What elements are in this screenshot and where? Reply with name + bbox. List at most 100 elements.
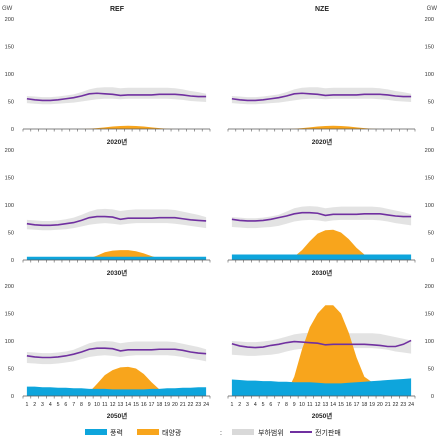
wind-area (26, 256, 207, 260)
load-range-band (26, 87, 207, 105)
y-tick-label: 50 (428, 367, 434, 373)
x-tick-label: 14 (330, 402, 336, 408)
y-tick-label: 50 (428, 231, 434, 237)
legend-wind-swatch (85, 429, 107, 435)
y-tick-label: 200 (425, 148, 434, 154)
y-tick-label: 50 (8, 367, 14, 373)
y-tick-label: 0 (431, 258, 434, 264)
x-tick-label: 4 (254, 402, 257, 408)
y-tick-label: 200 (5, 17, 14, 23)
x-tick-label: 10 (299, 402, 305, 408)
x-tick-label: 9 (88, 402, 91, 408)
solar-area (26, 250, 207, 260)
y-tick-label: 200 (425, 284, 434, 290)
chart-panel: 1 2 3 4 5 6 7 8 9 10 11 12 13 14 15 16 17 18 19 20 21 22 23 240… (5, 284, 211, 408)
x-tick-label: 6 (269, 402, 272, 408)
chart-panel: 0 50 100 150 200 (227, 148, 434, 264)
x-tick-label: 24 (203, 402, 209, 408)
x-tick-label: 3 (246, 402, 249, 408)
y-tick-label: 0 (11, 394, 14, 400)
x-tick-label: 8 (80, 402, 83, 408)
solar-area (26, 125, 207, 129)
y-tick-label: 100 (425, 339, 434, 345)
left-unit-label: GW (2, 6, 13, 12)
chart-panel: 0 50 100 150 200 (227, 17, 434, 133)
y-tick-label: 100 (5, 339, 14, 345)
x-tick-label: 12 (110, 402, 116, 408)
row-title-2030-nze: 2030년 (312, 268, 332, 277)
y-tick-label: 200 (425, 17, 434, 23)
y-tick-label: 100 (425, 203, 434, 209)
row-title-2050-nze: 2050년 (312, 411, 332, 420)
wind-area (231, 378, 412, 396)
x-tick-label: 21 (385, 402, 391, 408)
row-title-2020-nze: 2020년 (312, 137, 332, 146)
y-tick-label: 150 (425, 176, 434, 182)
y-tick-label: 50 (8, 100, 14, 106)
x-tick-label: 6 (64, 402, 67, 408)
x-tick-label: 17 (354, 402, 360, 408)
x-tick-label: 19 (369, 402, 375, 408)
x-tick-label: 17 (149, 402, 155, 408)
x-tick-label: 7 (277, 402, 280, 408)
x-tick-label: 10 (94, 402, 100, 408)
y-tick-label: 150 (425, 45, 434, 51)
x-tick-label: 1 (230, 402, 233, 408)
row-title-2020-ref: 2020년 (107, 137, 127, 146)
x-tick-label: 14 (125, 402, 131, 408)
x-tick-label: 11 (102, 402, 107, 408)
electricity-sales-line (231, 92, 412, 102)
x-tick-label: 11 (307, 402, 312, 408)
y-tick-label: 150 (5, 176, 14, 182)
electricity-sales-line (231, 339, 412, 349)
row-title-2050-ref: 2050년 (107, 411, 127, 420)
x-tick-label: 2 (33, 402, 36, 408)
x-tick-label: 22 (188, 402, 194, 408)
row-title-2030-ref: 2030년 (107, 268, 127, 277)
x-tick-label: 15 (338, 402, 344, 408)
legend-band-label: 부하범위 (258, 428, 284, 437)
wind-area (231, 254, 412, 260)
scenario-title-ref: REF (110, 6, 125, 13)
scenario-title-nze: NZE (315, 6, 329, 13)
x-tick-label: 3 (41, 402, 44, 408)
electricity-sales-line (26, 215, 207, 227)
x-tick-label: 12 (315, 402, 321, 408)
x-tick-label: 20 (377, 402, 383, 408)
y-tick-label: 200 (5, 284, 14, 290)
y-tick-label: 150 (5, 45, 14, 51)
load-range-band (26, 341, 207, 365)
x-tick-label: 23 (400, 402, 406, 408)
x-tick-label: 18 (361, 402, 367, 408)
x-tick-label: 5 (262, 402, 265, 408)
x-tick-label: 22 (393, 402, 399, 408)
chart-panel: 1 2 3 4 5 6 7 8 9 10 11 12 13 14 15 16 17 18 19 20 21 22 23 240… (227, 284, 434, 408)
legend-solar-swatch (137, 429, 159, 435)
x-tick-label: 8 (285, 402, 288, 408)
chart-legend: 풍력 태양광 : 부하범위 전기판매 (85, 428, 341, 437)
right-unit-label: GW (427, 6, 438, 12)
x-tick-label: 13 (323, 402, 329, 408)
y-tick-label: 100 (425, 72, 434, 78)
x-tick-label: 13 (118, 402, 124, 408)
chart-panel: 0 50 100 150 200 (5, 148, 211, 264)
chart-panels: 0501001502000501001502000501001502000501… (5, 17, 434, 408)
x-tick-label: 21 (180, 402, 186, 408)
y-tick-label: 0 (431, 127, 434, 133)
legend-band-swatch (232, 429, 254, 435)
y-tick-label: 200 (5, 148, 14, 154)
load-range-band (231, 87, 412, 105)
x-tick-label: 20 (172, 402, 178, 408)
x-tick-label: 19 (164, 402, 170, 408)
x-tick-label: 5 (57, 402, 60, 408)
y-tick-label: 0 (431, 394, 434, 400)
x-tick-label: 15 (133, 402, 139, 408)
y-tick-label: 50 (428, 100, 434, 106)
solar-area (26, 366, 207, 396)
load-range-band (231, 206, 412, 229)
x-tick-label: 9 (293, 402, 296, 408)
legend-separator: : (220, 430, 222, 437)
electricity-sales-line (26, 92, 207, 102)
